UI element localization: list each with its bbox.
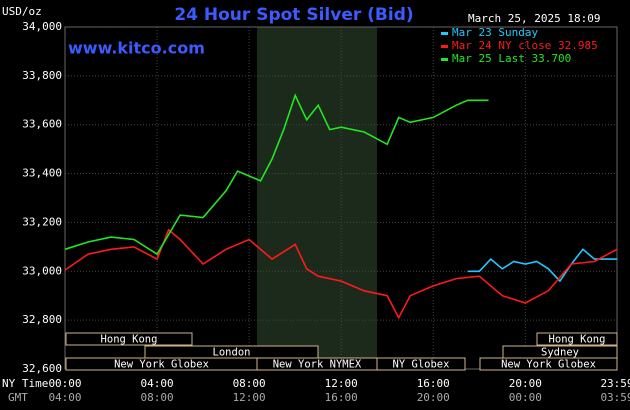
series-line (467, 248, 617, 283)
unit: USD/oz (2, 5, 42, 18)
legend-swatch (441, 45, 448, 48)
session-label: Hong Kong (549, 334, 606, 346)
series-line (64, 93, 489, 256)
x-axis-name: GMT (8, 391, 28, 404)
grid (64, 26, 618, 370)
x-tick-label: 20:00 (509, 377, 542, 390)
timestamp: March 25, 2025 18:09 (468, 12, 600, 25)
legend-label: Mar 24 NY close 32.985 (452, 39, 598, 52)
session-box (376, 357, 466, 371)
lines (64, 93, 618, 320)
session-label: Sydney (541, 347, 579, 359)
y-tick-label: 32,800 (22, 313, 62, 326)
sessions: Hong Kong London New York Globex New York N… (65, 332, 618, 371)
legend-label: Mar 25 Last 33.700 (452, 52, 571, 65)
y-tick-label: 33,400 (22, 167, 62, 180)
gmt-tick-label: 12:00 (233, 391, 266, 404)
session-label: New York Globex (501, 359, 596, 371)
gmt-tick-label: 00:00 (509, 391, 542, 404)
session-box (479, 357, 618, 371)
gmt-tick-label: 16:00 (325, 391, 358, 404)
x-axis-name: NY Time (2, 377, 48, 390)
legend-label: Mar 23 Sunday (452, 26, 538, 39)
y-tick-label: 33,600 (22, 118, 62, 131)
gmt-tick-label: 20:00 (417, 391, 450, 404)
y-tick-label: 32,600 (22, 362, 62, 375)
session-label: NY Globex (393, 359, 450, 371)
x-tick-label: 12:00 (325, 377, 358, 390)
x-tick-label: 23:59 (600, 377, 630, 390)
x-tick-label: 04:00 (141, 377, 174, 390)
session-label: London (213, 347, 251, 359)
legend-swatch (441, 32, 448, 35)
session-label: New York NYMEX (273, 359, 362, 371)
session-label: New York Globex (114, 359, 209, 371)
x-tick-label: 00:00 (48, 377, 81, 390)
session-box (536, 332, 618, 346)
y-tick-label: 33,800 (22, 69, 62, 82)
chart-title: 24 Hour Spot Silver (Bid) (174, 5, 413, 25)
gmt-tick-label: 04:00 (48, 391, 81, 404)
source: www.kitco.com (68, 39, 205, 58)
gmt-tick-label: 03:59 (600, 391, 630, 404)
nymex-shade (257, 27, 377, 369)
y-tick-label: 33,200 (22, 215, 62, 228)
session-label: Hong Kong (101, 334, 158, 346)
legend-swatch (441, 58, 448, 61)
y-tick-label: 34,000 (22, 20, 62, 33)
gmt-tick-label: 08:00 (141, 391, 174, 404)
x-tick-label: 08:00 (233, 377, 266, 390)
y-tick-label: 33,000 (22, 264, 62, 277)
session-box (65, 332, 193, 346)
x-tick-label: 16:00 (417, 377, 450, 390)
